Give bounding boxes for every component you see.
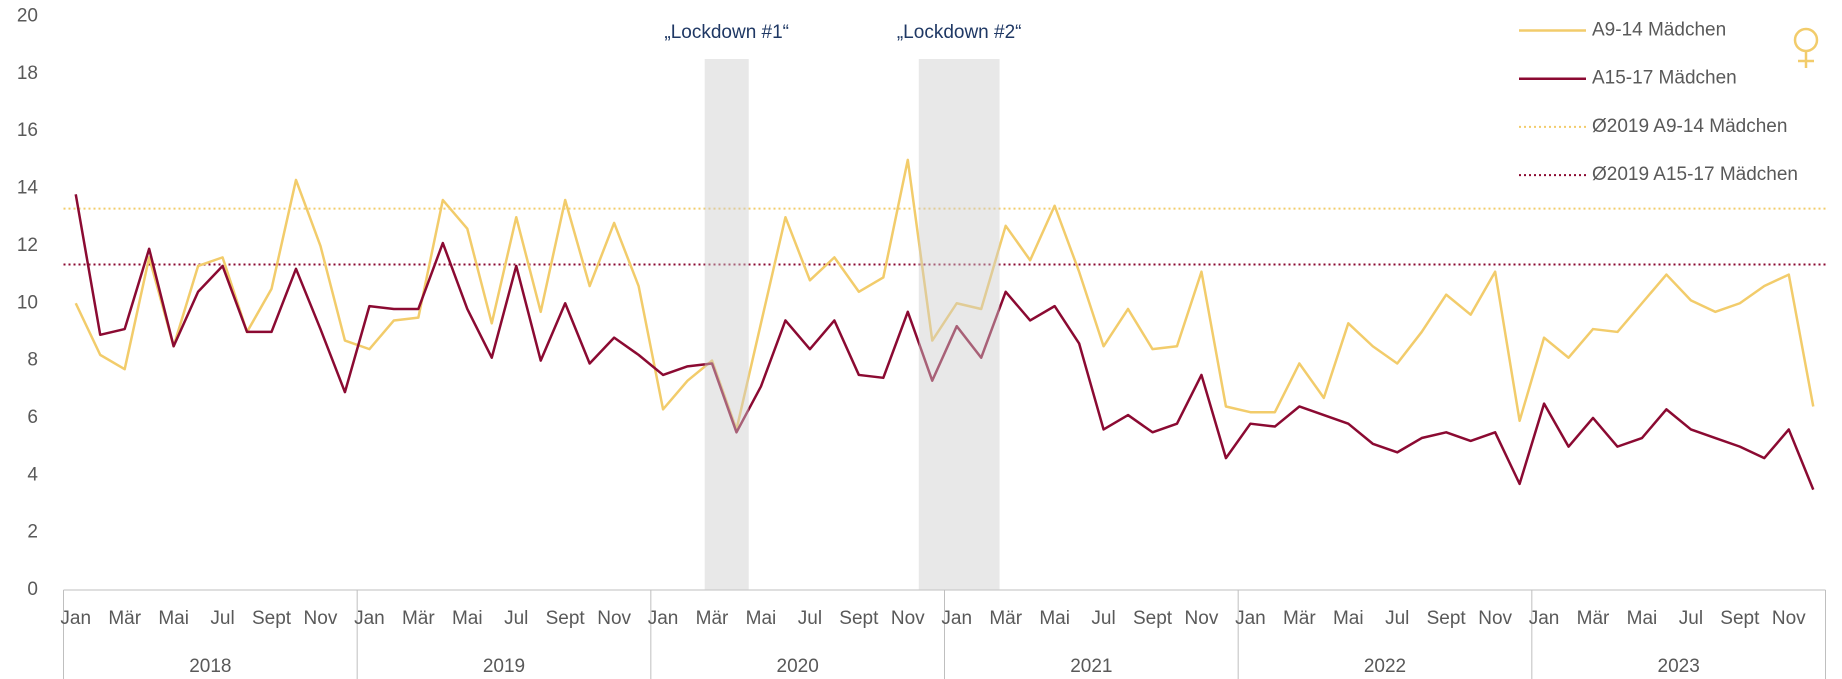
y-tick-label: 6 bbox=[27, 407, 38, 428]
year-label: 2020 bbox=[777, 656, 819, 677]
lockdown-band bbox=[704, 59, 749, 590]
line-series bbox=[74, 194, 1815, 491]
x-tick-label: Nov bbox=[597, 608, 631, 629]
legend-label: Ø2019 A15-17 Mädchen bbox=[1592, 164, 1798, 185]
year-label: 2018 bbox=[189, 656, 231, 677]
y-tick-label: 12 bbox=[17, 235, 38, 256]
x-tick-label: Mär bbox=[696, 608, 729, 629]
x-tick-label: Nov bbox=[1478, 608, 1512, 629]
y-tick-label: 18 bbox=[17, 63, 38, 84]
x-tick-label: Jan bbox=[1529, 608, 1560, 629]
x-tick-label: Mai bbox=[1627, 608, 1658, 629]
y-tick-label: 0 bbox=[27, 579, 38, 600]
year-label: 2021 bbox=[1070, 656, 1112, 677]
year-label: 2022 bbox=[1364, 656, 1406, 677]
x-tick-label: Jan bbox=[60, 608, 91, 629]
legend-label: A15-17 Mädchen bbox=[1592, 68, 1737, 89]
x-tick-label: Sept bbox=[839, 608, 879, 629]
x-tick-label: Mär bbox=[402, 608, 435, 629]
x-tick-label: Sept bbox=[252, 608, 292, 629]
legend-label: Ø2019 A9-14 Mädchen bbox=[1592, 116, 1787, 137]
x-tick-label: Nov bbox=[891, 608, 925, 629]
x-tick-label: Mai bbox=[1039, 608, 1070, 629]
y-tick-label: 20 bbox=[17, 6, 38, 27]
x-tick-label: Jul bbox=[1385, 608, 1409, 629]
x-tick-label: Jul bbox=[1091, 608, 1115, 629]
x-tick-label: Jul bbox=[798, 608, 822, 629]
year-label: 2019 bbox=[483, 656, 525, 677]
x-tick-label: Mai bbox=[158, 608, 189, 629]
x-tick-label: Jul bbox=[1679, 608, 1703, 629]
y-tick-label: 10 bbox=[17, 292, 38, 313]
y-tick-label: 4 bbox=[27, 464, 38, 485]
x-tick-label: Jul bbox=[210, 608, 234, 629]
x-tick-label: Mai bbox=[452, 608, 483, 629]
x-tick-label: Nov bbox=[304, 608, 338, 629]
x-tick-label: Jul bbox=[504, 608, 528, 629]
x-tick-label: Mär bbox=[989, 608, 1022, 629]
x-tick-label: Sept bbox=[1427, 608, 1467, 629]
x-tick-label: Nov bbox=[1772, 608, 1806, 629]
x-tick-label: Jan bbox=[354, 608, 385, 629]
y-tick-label: 14 bbox=[17, 178, 39, 199]
x-tick-label: Jan bbox=[648, 608, 679, 629]
x-tick-label: Nov bbox=[1185, 608, 1219, 629]
line-series bbox=[74, 158, 1815, 431]
legend-label: A9-14 Mädchen bbox=[1592, 20, 1726, 41]
x-tick-label: Jan bbox=[941, 608, 972, 629]
x-tick-label: Mai bbox=[1333, 608, 1364, 629]
y-tick-label: 2 bbox=[27, 522, 38, 543]
annotation-label: „Lockdown #1“ bbox=[664, 22, 789, 43]
x-tick-label: Sept bbox=[1133, 608, 1173, 629]
x-tick-label: Jan bbox=[1235, 608, 1266, 629]
x-tick-label: Mär bbox=[108, 608, 141, 629]
female-icon bbox=[1793, 27, 1819, 68]
x-tick-label: Sept bbox=[546, 608, 586, 629]
y-tick-label: 16 bbox=[17, 120, 38, 141]
x-tick-label: Mär bbox=[1283, 608, 1316, 629]
y-tick-label: 8 bbox=[27, 350, 38, 371]
year-label: 2023 bbox=[1658, 656, 1700, 677]
annotation-label: „Lockdown #2“ bbox=[897, 22, 1022, 43]
x-tick-label: Sept bbox=[1720, 608, 1760, 629]
x-tick-label: Mär bbox=[1577, 608, 1610, 629]
lockdown-band bbox=[918, 59, 1000, 590]
x-tick-label: Mai bbox=[746, 608, 777, 629]
